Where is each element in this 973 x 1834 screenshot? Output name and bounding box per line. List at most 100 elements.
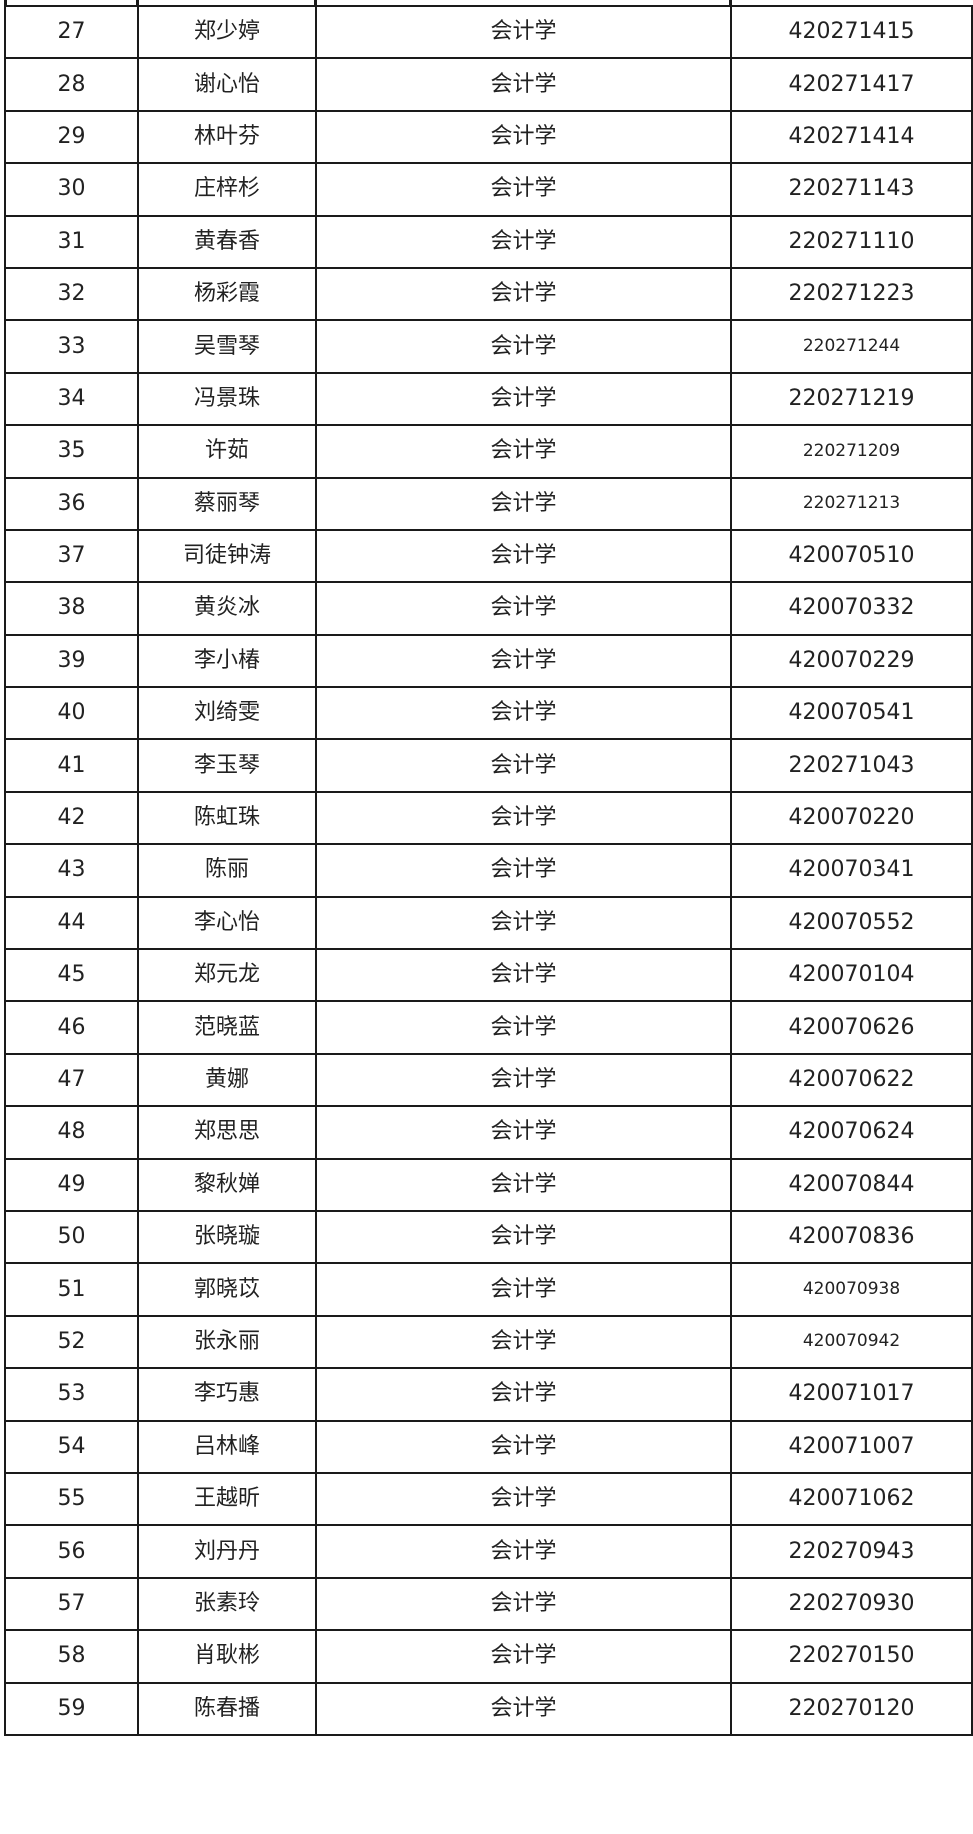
major-cell: 会计学	[315, 581, 732, 636]
row-number-cell: 40	[4, 686, 139, 741]
table-row: 48 郑思思 会计学 420070624	[4, 1105, 973, 1160]
name-cell: 张永丽	[137, 1314, 317, 1370]
row-number-cell: 57	[4, 1576, 139, 1632]
row-number-cell: 42	[4, 790, 139, 846]
student-id-cell: 220270943	[730, 1524, 973, 1579]
column-divider	[729, 0, 732, 5]
student-id-cell: 420070938	[730, 1262, 973, 1317]
major-cell: 会计学	[315, 1681, 732, 1736]
major-cell: 会计学	[315, 1576, 732, 1632]
student-id-cell: 220271043	[730, 738, 973, 793]
row-number-cell: 44	[4, 895, 139, 951]
row-number-cell: 56	[4, 1524, 139, 1579]
name-cell: 黎秋婵	[137, 1157, 317, 1212]
major-cell: 会计学	[315, 633, 732, 689]
name-cell: 李巧惠	[137, 1367, 317, 1422]
row-number-cell: 54	[4, 1419, 139, 1474]
table-row: 29 林叶芬 会计学 420271414	[4, 109, 973, 165]
name-cell: 蔡丽琴	[137, 476, 317, 531]
row-number-cell: 34	[4, 371, 139, 427]
table-row: 49 黎秋婵 会计学 420070844	[4, 1157, 973, 1212]
student-id-cell: 420070332	[730, 581, 973, 636]
table-row: 54 吕林峰 会计学 420071007	[4, 1419, 973, 1474]
table-row: 47 黄娜 会计学 420070622	[4, 1052, 973, 1108]
student-id-cell: 420070626	[730, 1000, 973, 1055]
name-cell: 庄梓杉	[137, 162, 317, 217]
name-cell: 黄炎冰	[137, 581, 317, 636]
student-id-cell: 420070229	[730, 633, 973, 689]
student-id-cell: 420271414	[730, 109, 973, 165]
table-row: 36 蔡丽琴 会计学 220271213	[4, 476, 973, 531]
row-number-cell: 33	[4, 319, 139, 374]
major-cell: 会计学	[315, 686, 732, 741]
student-id-cell: 220271143	[730, 162, 973, 217]
major-cell: 会计学	[315, 1471, 732, 1527]
major-cell: 会计学	[315, 371, 732, 427]
major-cell: 会计学	[315, 1629, 732, 1684]
row-number-cell: 28	[4, 57, 139, 112]
row-number-cell: 52	[4, 1314, 139, 1370]
table-row: 31 黄春香 会计学 220271110	[4, 214, 973, 269]
previous-row-stub	[0, 0, 973, 5]
student-id-cell: 420271415	[730, 4, 973, 60]
major-cell: 会计学	[315, 843, 732, 898]
name-cell: 黄春香	[137, 214, 317, 269]
major-cell: 会计学	[315, 57, 732, 112]
table-row: 50 张晓璇 会计学 420070836	[4, 1209, 973, 1265]
table-row: 42 陈虹珠 会计学 420070220	[4, 790, 973, 846]
name-cell: 郑少婷	[137, 4, 317, 60]
student-id-cell: 420071007	[730, 1419, 973, 1474]
major-cell: 会计学	[315, 1367, 732, 1422]
table-row: 40 刘绮雯 会计学 420070541	[4, 686, 973, 741]
row-number-cell: 30	[4, 162, 139, 217]
name-cell: 陈虹珠	[137, 790, 317, 846]
major-cell: 会计学	[315, 4, 732, 60]
student-id-cell: 420070341	[730, 843, 973, 898]
name-cell: 李小椿	[137, 633, 317, 689]
name-cell: 李心怡	[137, 895, 317, 951]
student-list-table: 27 郑少婷 会计学 420271415 28 谢心怡 会计学 420271417 29 林叶芬会…	[4, 4, 973, 1736]
row-number-cell: 46	[4, 1000, 139, 1055]
student-id-cell: 420070622	[730, 1052, 973, 1108]
name-cell: 李玉琴	[137, 738, 317, 793]
major-cell: 会计学	[315, 1419, 732, 1474]
table-row: 38 黄炎冰 会计学 420070332	[4, 581, 973, 636]
student-id-cell: 220270930	[730, 1576, 973, 1632]
major-cell: 会计学	[315, 1000, 732, 1055]
major-cell: 会计学	[315, 790, 732, 846]
table-row: 56 刘丹丹 会计学 220270943	[4, 1524, 973, 1579]
student-id-cell: 220270150	[730, 1629, 973, 1684]
major-cell: 会计学	[315, 1524, 732, 1579]
major-cell: 会计学	[315, 1262, 732, 1317]
name-cell: 冯景珠	[137, 371, 317, 427]
row-number-cell: 53	[4, 1367, 139, 1422]
major-cell: 会计学	[315, 1209, 732, 1265]
table-row: 33 吴雪琴 会计学 220271244	[4, 319, 973, 374]
student-id-cell: 420070220	[730, 790, 973, 846]
student-id-cell: 220270120	[730, 1681, 973, 1736]
table-row: 39 李小椿 会计学 420070229	[4, 633, 973, 689]
row-number-cell: 55	[4, 1471, 139, 1527]
table-row: 44 李心怡 会计学 420070552	[4, 895, 973, 951]
student-id-cell: 220271223	[730, 266, 973, 322]
table-row: 27 郑少婷 会计学 420271415	[4, 4, 973, 60]
row-number-cell: 35	[4, 424, 139, 479]
row-number-cell: 50	[4, 1209, 139, 1265]
row-number-cell: 47	[4, 1052, 139, 1108]
major-cell: 会计学	[315, 528, 732, 584]
student-id-cell: 420070624	[730, 1105, 973, 1160]
table-row: 59 陈春播 会计学 220270120	[4, 1681, 973, 1736]
row-number-cell: 36	[4, 476, 139, 531]
name-cell: 肖耿彬	[137, 1629, 317, 1684]
major-cell: 会计学	[315, 424, 732, 479]
name-cell: 张晓璇	[137, 1209, 317, 1265]
student-id-cell: 420071017	[730, 1367, 973, 1422]
table-row: 28 谢心怡 会计学 420271417	[4, 57, 973, 112]
row-number-cell: 38	[4, 581, 139, 636]
major-cell: 会计学	[315, 948, 732, 1003]
row-number-cell: 48	[4, 1105, 139, 1160]
name-cell: 王越昕	[137, 1471, 317, 1527]
name-cell: 刘丹丹	[137, 1524, 317, 1579]
student-id-cell: 220271219	[730, 371, 973, 427]
student-id-cell: 420070836	[730, 1209, 973, 1265]
